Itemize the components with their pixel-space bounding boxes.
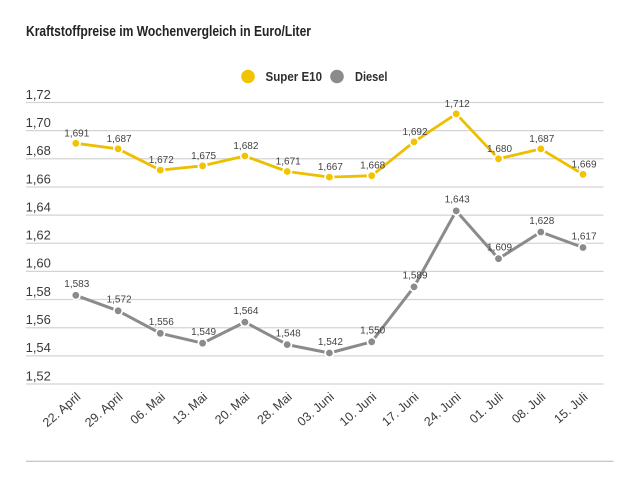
- svg-text:1,617: 1,617: [571, 231, 596, 242]
- svg-text:1,672: 1,672: [149, 155, 174, 166]
- svg-text:1,682: 1,682: [233, 141, 258, 152]
- svg-text:1,687: 1,687: [529, 134, 554, 145]
- svg-text:1,56: 1,56: [26, 312, 51, 327]
- svg-text:1,628: 1,628: [529, 216, 554, 227]
- svg-text:Kraftstoffpreise im Wochenverg: Kraftstoffpreise im Wochenvergleich in E…: [26, 23, 311, 40]
- svg-text:1,70: 1,70: [26, 115, 51, 130]
- svg-text:1,583: 1,583: [64, 279, 89, 290]
- svg-text:1,52: 1,52: [26, 368, 51, 383]
- svg-text:1,712: 1,712: [445, 99, 470, 110]
- svg-text:1,564: 1,564: [233, 306, 258, 317]
- svg-text:1,643: 1,643: [445, 195, 470, 206]
- svg-text:1,66: 1,66: [26, 171, 51, 186]
- svg-text:1,60: 1,60: [26, 256, 51, 271]
- svg-text:1,556: 1,556: [149, 317, 174, 328]
- svg-text:1,549: 1,549: [191, 327, 216, 338]
- svg-text:1,691: 1,691: [64, 128, 89, 139]
- svg-text:1,572: 1,572: [107, 295, 132, 306]
- svg-text:1,667: 1,667: [318, 162, 343, 173]
- svg-text:1,542: 1,542: [318, 337, 343, 348]
- svg-text:1,589: 1,589: [402, 271, 427, 282]
- svg-text:1,550: 1,550: [360, 326, 385, 337]
- svg-text:1,669: 1,669: [571, 159, 596, 170]
- svg-text:1,680: 1,680: [487, 144, 512, 155]
- svg-text:1,54: 1,54: [26, 340, 51, 355]
- svg-text:1,671: 1,671: [276, 157, 301, 168]
- svg-text:1,68: 1,68: [26, 143, 51, 158]
- svg-text:1,609: 1,609: [487, 243, 512, 254]
- svg-text:1,675: 1,675: [191, 151, 216, 162]
- svg-text:1,58: 1,58: [26, 284, 51, 299]
- svg-text:Super E10: Super E10: [266, 70, 323, 84]
- svg-text:1,687: 1,687: [107, 134, 132, 145]
- svg-text:1,548: 1,548: [276, 328, 301, 339]
- svg-text:1,62: 1,62: [26, 228, 51, 243]
- svg-text:1,692: 1,692: [402, 127, 427, 138]
- svg-text:Diesel: Diesel: [355, 70, 388, 84]
- svg-text:1,64: 1,64: [26, 199, 51, 214]
- svg-text:1,668: 1,668: [360, 161, 385, 172]
- svg-text:1,72: 1,72: [26, 87, 51, 102]
